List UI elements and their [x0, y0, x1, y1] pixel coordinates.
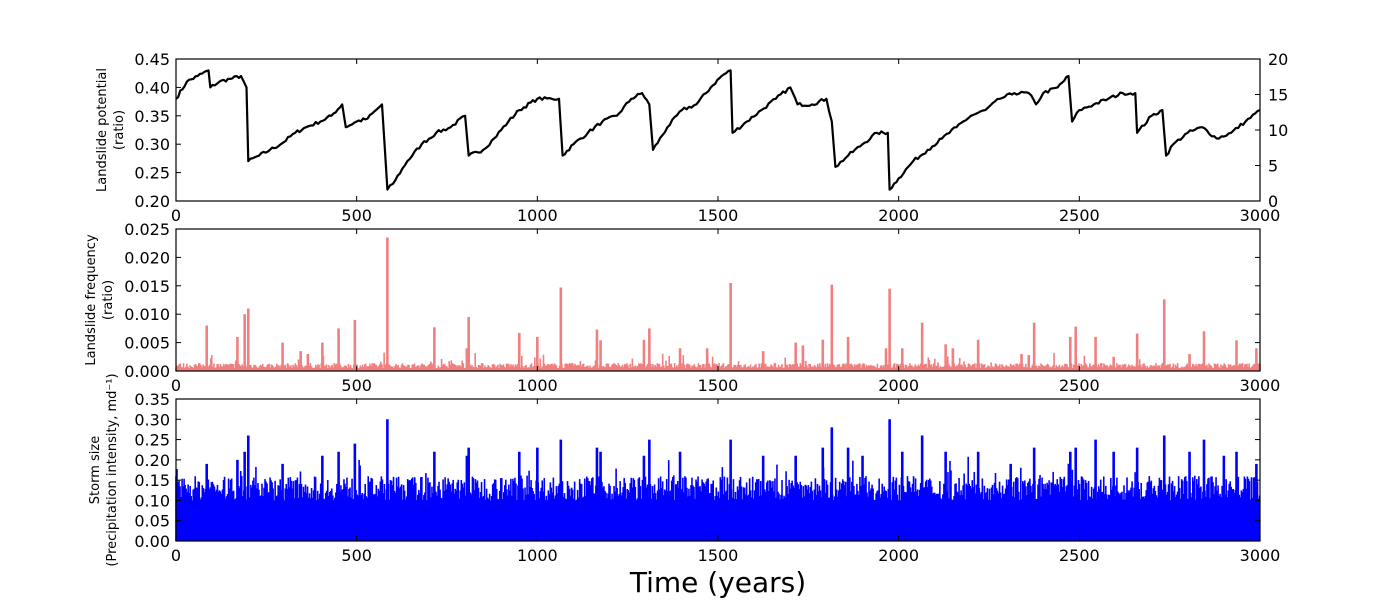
ylabel-line2: (ratio)	[112, 110, 127, 150]
x-tick-label: 1000	[517, 206, 558, 225]
x-tick-label: 1500	[698, 546, 739, 565]
y-tick-label: 0.010	[124, 305, 170, 324]
x-axis-label: Time (years)	[629, 566, 806, 599]
y-tick-label: 0.000	[124, 362, 170, 381]
y-tick-label: 0.20	[134, 192, 170, 211]
series-storm-size	[175, 419, 1261, 541]
y-tick-label: 0.40	[134, 78, 170, 97]
ylabel-line1: Landslide potential	[95, 68, 110, 192]
y-tick-label: 0.020	[124, 248, 170, 267]
y-tick-label: 0.025	[124, 220, 170, 239]
y-tick-label: 0.20	[134, 451, 170, 470]
x-tick-label: 2000	[878, 546, 919, 565]
axis-ticks: 0 500 1000 1500 2000 2500 3000 0.000 0.005 0.010 0…	[124, 220, 1280, 395]
x-tick-label: 3000	[1240, 206, 1281, 225]
x-tick-label: 500	[341, 206, 372, 225]
y-tick-label: 0.45	[134, 50, 170, 69]
x-tick-label: 1000	[517, 546, 558, 565]
y-tick-label: 0.35	[134, 107, 170, 126]
x-tick-label: 500	[341, 546, 372, 565]
y-tick-label: 0.10	[134, 491, 170, 510]
y-tick-label: 0.25	[134, 164, 170, 183]
x-tick-label: 0	[171, 206, 181, 225]
x-tick-label: 1000	[517, 376, 558, 395]
line-series	[175, 69, 1261, 191]
y-tick-label: 0.00	[134, 532, 170, 551]
axis-ticks: 0 500 1000 1500 2000 2500 3000 0.000.05 0.100.15…	[134, 390, 1280, 565]
y-tick-label: 0.05	[134, 512, 170, 531]
y2-tick-label: 5	[1268, 157, 1278, 176]
x-tick-label: 500	[341, 376, 372, 395]
ylabel-line2: (ratio)	[101, 280, 116, 320]
y-tick-label: 0.30	[134, 410, 170, 429]
y-tick-label: 0.15	[134, 471, 170, 490]
x-tick-label: 2000	[878, 206, 919, 225]
y2-tick-label: 20	[1268, 50, 1288, 69]
y2-tick-label: 0	[1268, 192, 1278, 211]
y-tick-label: 0.005	[124, 334, 170, 353]
x-tick-label: 3000	[1240, 546, 1281, 565]
x-tick-label: 0	[171, 546, 181, 565]
x-tick-label: 2500	[1059, 206, 1100, 225]
y-tick-label: 0.30	[134, 135, 170, 154]
x-tick-label: 1500	[698, 206, 739, 225]
ylabel-line1: Storm size	[88, 436, 103, 504]
x-tick-label: 2000	[878, 376, 919, 395]
series-landslide-frequency	[175, 237, 1261, 371]
axis-ticks: 0 500 1000 1500 2000 2500 3000 0.20 0.25 0.30 0.35…	[134, 50, 1288, 225]
ylabel-line2: (Precipitation intensity, md⁻¹)	[105, 373, 120, 566]
x-tick-label: 1500	[698, 376, 739, 395]
panel-storm-size: 0 500 1000 1500 2000 2500 3000 0.000.05 0.100.15…	[88, 373, 1280, 599]
panel-landslide-potential: 0 500 1000 1500 2000 2500 3000 0.20 0.25 0.30 0.35…	[95, 50, 1288, 225]
x-tick-label: 2500	[1059, 376, 1100, 395]
y2-tick-label: 10	[1268, 121, 1288, 140]
panel-landslide-frequency: 0 500 1000 1500 2000 2500 3000 0.000 0.005 0.010 0…	[84, 220, 1280, 395]
x-tick-label: 0	[171, 376, 181, 395]
ylabel-line1: Landslide frequency	[84, 234, 99, 366]
x-tick-label: 3000	[1240, 376, 1281, 395]
x-tick-label: 2500	[1059, 546, 1100, 565]
y-tick-label: 0.25	[134, 431, 170, 450]
y-tick-label: 0.35	[134, 390, 170, 409]
y-tick-label: 0.015	[124, 277, 170, 296]
series-landslide-potential	[175, 69, 1261, 191]
y2-tick-label: 15	[1268, 86, 1288, 105]
